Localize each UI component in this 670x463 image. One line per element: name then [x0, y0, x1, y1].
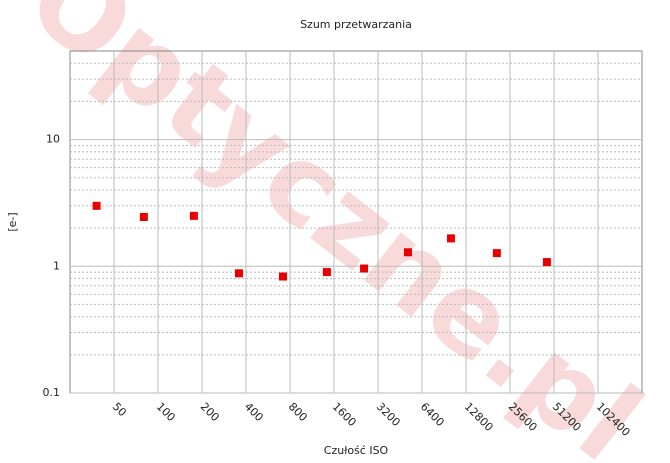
point — [446, 234, 455, 243]
x-tick-label: 1600 — [330, 400, 359, 429]
x-tick-label: 400 — [242, 400, 266, 424]
y-axis-label: [e-] — [6, 212, 19, 231]
x-tick-label: 200 — [198, 400, 222, 424]
x-tick-label: 800 — [286, 400, 310, 424]
point — [234, 269, 243, 278]
point — [492, 249, 501, 258]
x-tick-label: 6400 — [418, 400, 447, 429]
watermark: Optyczne.pl — [5, 0, 665, 463]
point — [189, 211, 198, 220]
point — [403, 248, 412, 257]
point — [322, 268, 331, 277]
point — [92, 201, 101, 210]
chart-title: Szum przetwarzania — [300, 18, 412, 31]
y-tick-label: 10 — [46, 133, 60, 146]
point — [360, 264, 369, 273]
point — [139, 212, 148, 221]
y-tick-label: 0.1 — [43, 386, 61, 399]
point — [278, 272, 287, 281]
x-tick-label: 100 — [154, 400, 178, 424]
x-tick-label: 50 — [110, 400, 129, 419]
x-axis-label: Czułość ISO — [324, 444, 389, 457]
point — [542, 258, 551, 267]
y-tick-label: 1 — [53, 259, 60, 272]
x-tick-label: 3200 — [374, 400, 403, 429]
